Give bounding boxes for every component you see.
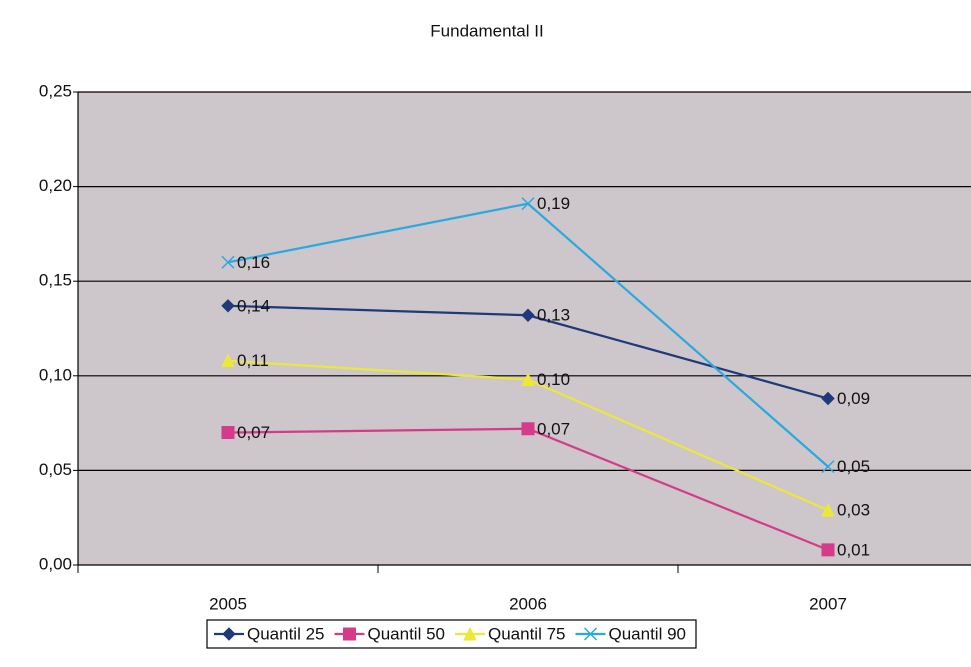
marker (821, 543, 835, 557)
marker (221, 353, 235, 368)
data-label: 0,09 (837, 389, 870, 408)
plot-area (78, 92, 971, 565)
data-label: 0,05 (837, 457, 870, 476)
marker (222, 627, 236, 641)
legend-label: Quantil 90 (609, 624, 687, 643)
chart-title: Fundamental II (430, 21, 543, 40)
marker (221, 426, 235, 440)
x-tick-label: 2005 (209, 594, 247, 613)
data-label: 0,07 (237, 423, 270, 442)
y-tick-label: 0,00 (39, 554, 72, 573)
y-tick-label: 0,15 (39, 271, 72, 290)
marker (463, 626, 477, 641)
y-tick-label: 0,20 (39, 176, 72, 195)
data-label: 0,16 (237, 253, 270, 272)
marker (521, 372, 535, 387)
data-label: 0,07 (537, 419, 570, 438)
legend-label: Quantil 75 (488, 624, 566, 643)
marker (521, 308, 535, 322)
data-label: 0,13 (537, 306, 570, 325)
x-tick-label: 2007 (809, 594, 847, 613)
marker (583, 627, 598, 641)
legend: Quantil 25 Quantil 50 Quantil 75 Quantil 90 (206, 619, 697, 649)
marker (221, 299, 235, 313)
data-label: 0,14 (237, 296, 270, 315)
marker (821, 503, 835, 517)
legend-label: Quantil 25 (247, 624, 325, 643)
data-label: 0,19 (537, 194, 570, 213)
data-label: 0,03 (837, 501, 870, 520)
y-tick-label: 0,05 (39, 460, 72, 479)
marker (821, 460, 835, 474)
marker (521, 197, 535, 211)
y-tick-label: 0,25 (39, 81, 72, 100)
data-label: 0,11 (237, 351, 269, 370)
x-tick-label: 2006 (509, 594, 547, 613)
data-label: 0,10 (537, 370, 570, 389)
legend-box (206, 619, 697, 649)
marker (221, 255, 235, 269)
data-label: 0,01 (837, 540, 870, 559)
marker (343, 627, 356, 641)
legend-label: Quantil 50 (368, 624, 446, 643)
marker (821, 391, 835, 406)
y-tick-label: 0,10 (39, 365, 72, 384)
marker (521, 422, 535, 436)
